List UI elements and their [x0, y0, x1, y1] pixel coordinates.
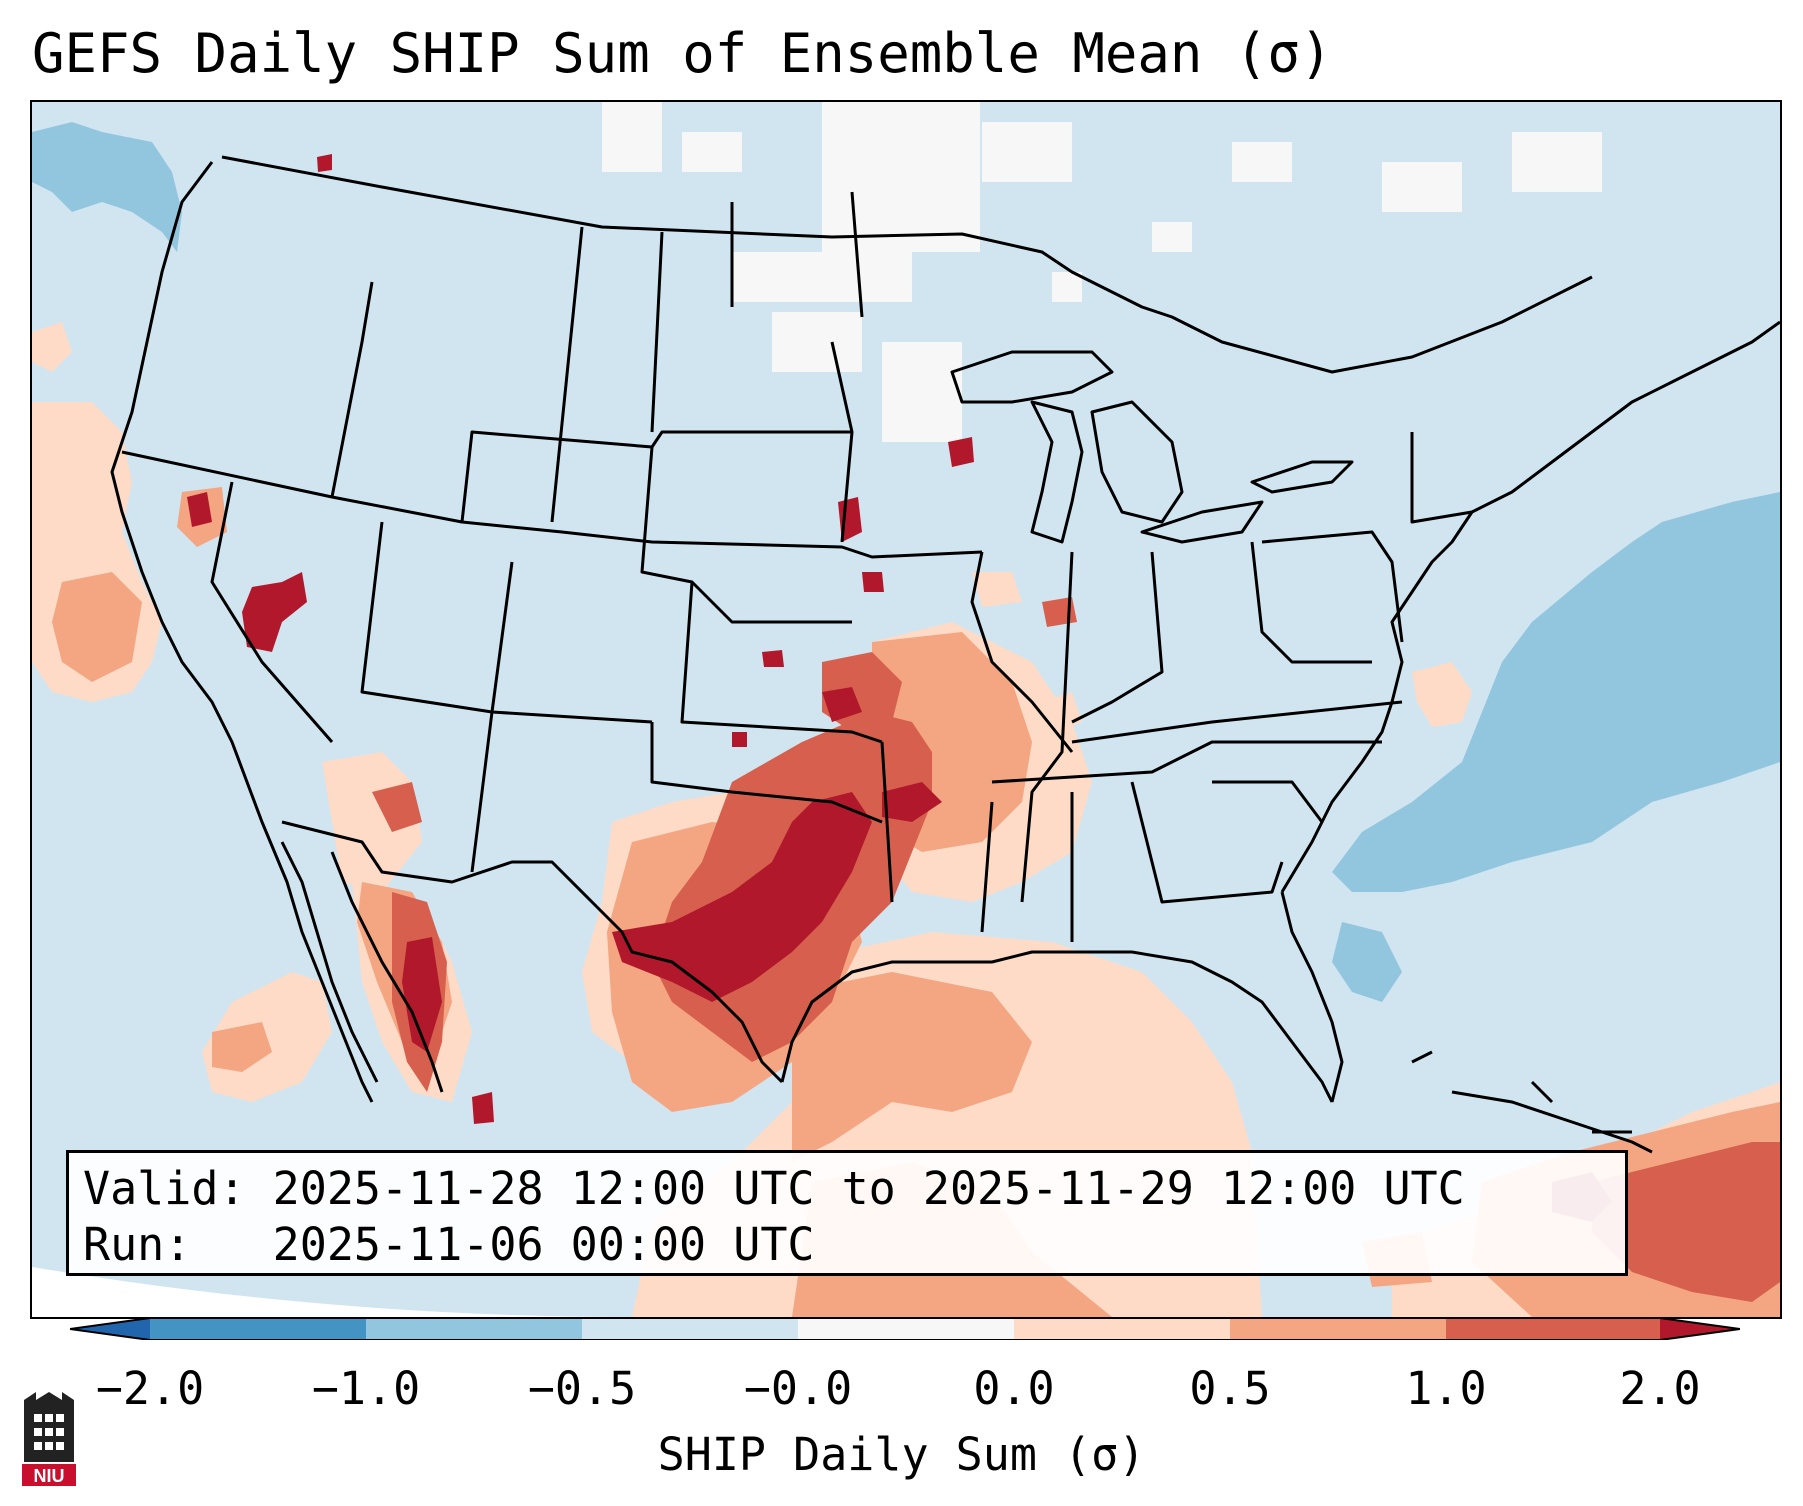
colorbar-bin [1014, 1318, 1230, 1340]
projection-edge [32, 1267, 632, 1317]
shaded-field [32, 102, 1780, 1317]
run-value: 2025-11-06 00:00 UTC [272, 1218, 815, 1271]
colorbar-tick-label: −2.0 [95, 1362, 205, 1415]
caribbean-islands [1411, 1050, 1653, 1154]
valid-label: Valid: [83, 1162, 246, 1215]
niu-logo-text: NIU [34, 1466, 65, 1486]
colorbar [70, 1318, 1740, 1340]
colorbar-tick-label: −0.0 [743, 1362, 853, 1415]
colorbar-bin [366, 1318, 582, 1340]
colorbar-tick-label: 2.0 [1619, 1362, 1701, 1415]
niu-logo: NIU [22, 1392, 76, 1486]
map-title: GEFS Daily SHIP Sum of Ensemble Mean (σ) [32, 22, 1333, 85]
valid-run-info-box: Valid: 2025-11-28 12:00 UTC to 2025-11-2… [66, 1150, 1628, 1276]
run-label: Run: [83, 1218, 192, 1271]
near-zero-patches [602, 102, 1602, 442]
colorbar-tick-label: 1.0 [1405, 1362, 1487, 1415]
valid-value: 2025-11-28 12:00 UTC to 2025-11-29 12:00… [272, 1162, 1465, 1215]
map-panel [30, 100, 1782, 1319]
boundaries [110, 155, 1780, 1103]
colorbar-tick-label: −0.5 [527, 1362, 637, 1415]
colorbar-tick-label: −1.0 [311, 1362, 421, 1415]
colorbar-tick-label: 0.0 [973, 1362, 1055, 1415]
colorbar-bin [1446, 1318, 1660, 1340]
colorbar-extend-high [1660, 1318, 1740, 1340]
colorbar-extend-low [70, 1318, 150, 1340]
negative-anomaly-regions [32, 122, 1780, 1002]
colorbar-bin [1230, 1318, 1446, 1340]
colorbar-bin [582, 1318, 798, 1340]
colorbar-bin [798, 1318, 1014, 1340]
colorbar-bin [150, 1318, 366, 1340]
colorbar-tick-label: 0.5 [1189, 1362, 1271, 1415]
colorbar-label: SHIP Daily Sum (σ) [657, 1428, 1146, 1481]
